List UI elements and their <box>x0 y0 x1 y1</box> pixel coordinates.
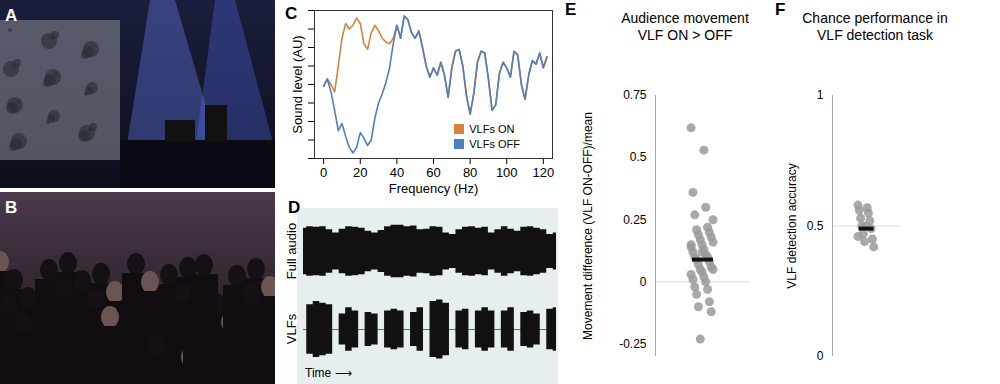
svg-text:Sound level (AU): Sound level (AU) <box>290 35 305 133</box>
svg-text:60: 60 <box>426 165 440 180</box>
html-text:VLF detection task: VLF detection task <box>817 27 933 43</box>
html-text:Audience movement: Audience movement <box>621 10 749 26</box>
svg-text:40: 40 <box>390 165 404 180</box>
svg-text:100: 100 <box>496 165 518 180</box>
svg-text:0.5: 0.5 <box>630 150 647 164</box>
html-text:A: A <box>5 6 18 25</box>
html-text:B: B <box>5 198 18 217</box>
svg-text:Movement difference (VLF ON-OF: Movement difference (VLF ON-OFF)/mean <box>581 112 595 340</box>
svg-text:20: 20 <box>353 165 367 180</box>
html-text:Full audio: Full audio <box>283 222 299 280</box>
svg-text:1: 1 <box>817 88 824 102</box>
html-text:C: C <box>285 4 298 23</box>
html-text:Time ⟶: Time ⟶ <box>305 366 352 380</box>
svg-text:0: 0 <box>640 275 647 289</box>
html-text:F: F <box>775 0 786 19</box>
svg-text:Frequency (Hz): Frequency (Hz) <box>389 181 479 196</box>
html-text:VLFs: VLFs <box>283 313 299 345</box>
html-text:D: D <box>288 198 301 217</box>
html-text:VLFs OFF: VLFs OFF <box>469 138 520 150</box>
svg-text:80: 80 <box>463 165 477 180</box>
svg-text:0: 0 <box>817 349 824 363</box>
svg-text:120: 120 <box>532 165 554 180</box>
html-text:E: E <box>565 0 577 19</box>
html-text:VLF ON > OFF: VLF ON > OFF <box>637 27 733 43</box>
svg-text:-0.25: -0.25 <box>619 337 647 351</box>
html-text:Chance performance in: Chance performance in <box>802 10 948 26</box>
svg-text:0: 0 <box>320 165 327 180</box>
svg-text:0.25: 0.25 <box>623 213 647 227</box>
svg-text:0.75: 0.75 <box>623 88 647 102</box>
svg-text:VLF detection accuracy: VLF detection accuracy <box>785 163 799 288</box>
html-text:VLFs ON: VLFs ON <box>469 123 515 135</box>
svg-text:0.5: 0.5 <box>807 219 824 233</box>
